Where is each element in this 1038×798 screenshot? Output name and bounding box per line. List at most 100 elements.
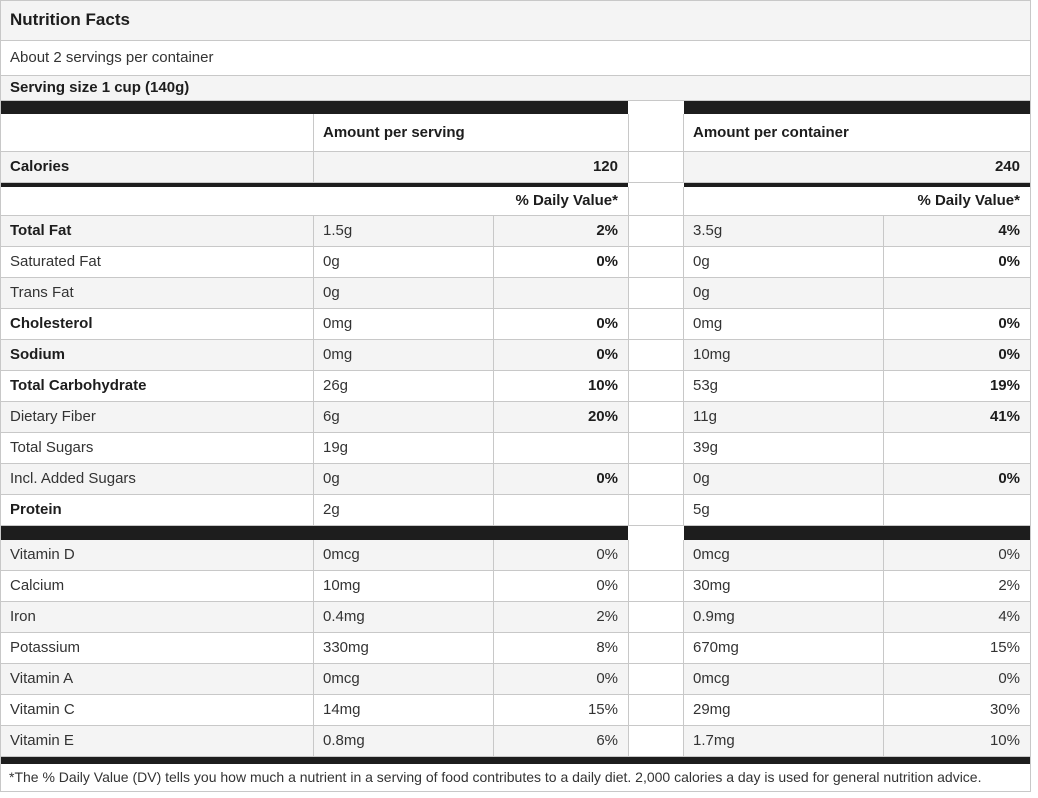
servings-per-container: About 2 servings per container [1,41,1030,76]
calories-separator-bar [1,183,1030,187]
calories-per-serving-value: 120 [592,158,618,175]
serving-amount-cell: 10mg [314,571,494,601]
container-dv-cell [884,278,1030,308]
serving-amount-cell: 6g [314,402,494,432]
serving-amount-cell: 14mg [314,695,494,725]
container-amount-cell: 0.9mg [684,602,884,632]
calories-per-container-value: 240 [994,158,1020,175]
container-dv-cell: 0% [998,670,1020,687]
amount-per-container-header: Amount per container [693,124,849,141]
calories-label: Calories [1,152,314,182]
nutrient-label: Cholesterol [1,309,314,339]
serving-dv-cell: 15% [587,701,618,718]
column-gap [628,152,684,182]
vitamin-row-vitamin-c: Vitamin C 14mg 15% 29mg 30% [1,695,1030,726]
serving-dv-cell: 0% [596,577,618,594]
container-dv-cell: 19% [989,377,1020,394]
serving-dv-cell: 8% [596,639,618,656]
column-gap [628,495,684,525]
nutrient-label: Incl. Added Sugars [1,464,314,494]
container-dv-cell: 0% [998,253,1020,270]
serving-amount-cell: 1.5g [314,216,494,246]
container-amount-cell: 0mcg [684,540,884,570]
vitamin-label: Vitamin A [1,664,314,694]
container-amount-cell: 0g [684,278,884,308]
column-gap [628,726,684,756]
separator-bar-left [1,101,628,114]
container-dv-cell: 0% [998,470,1020,487]
vitamin-row-vitamin-d: Vitamin D 0mcg 0% 0mcg 0% [1,540,1030,571]
container-dv-cell: 2% [998,577,1020,594]
container-amount-cell: 53g [684,371,884,401]
separator-bar-left [1,526,628,540]
vitamin-row-calcium: Calcium 10mg 0% 30mg 2% [1,571,1030,602]
column-gap [628,187,684,215]
column-gap [628,340,684,370]
serving-dv-cell: 2% [596,608,618,625]
serving-amount-cell: 0mcg [314,664,494,694]
serving-amount-cell: 330mg [314,633,494,663]
container-amount-cell: 1.7mg [684,726,884,756]
calories-row: Calories 120 240 [1,152,1030,183]
column-gap [628,278,684,308]
serving-dv-cell: 0% [596,315,618,332]
column-gap [628,602,684,632]
serving-dv-cell: 20% [587,408,618,425]
page-title: Nutrition Facts [1,1,1030,41]
nutrient-row-protein: Protein 2g 5g [1,495,1030,526]
nutrient-label: Total Carbohydrate [1,371,314,401]
serving-dv-cell: 2% [596,222,618,239]
vitamin-row-vitamin-a: Vitamin A 0mcg 0% 0mcg 0% [1,664,1030,695]
serving-amount-cell: 2g [314,495,494,525]
container-amount-cell: 29mg [684,695,884,725]
nutrient-row-total-fat: Total Fat 1.5g 2% 3.5g 4% [1,216,1030,247]
separator-bar-right [684,183,1030,187]
container-amount-cell: 39g [684,433,884,463]
serving-amount-cell: 0g [314,247,494,277]
nutrient-row-total-sugars: Total Sugars 19g 39g [1,433,1030,464]
container-dv-cell [884,433,1030,463]
serving-amount-cell: 0mg [314,309,494,339]
column-gap [628,309,684,339]
container-dv-cell: 41% [989,408,1020,425]
daily-value-header-row: % Daily Value* % Daily Value* [1,187,1030,216]
header-spacer [1,114,314,151]
vitamin-label: Vitamin C [1,695,314,725]
serving-amount-cell: 0g [314,278,494,308]
serving-amount-cell: 0mg [314,340,494,370]
container-dv-cell: 0% [998,546,1020,563]
serving-dv-cell: 0% [596,670,618,687]
separator-bar-right [684,526,1030,540]
nutrient-label: Protein [1,495,314,525]
separator-bar-right [684,101,1030,114]
container-amount-cell: 11g [684,402,884,432]
container-amount-cell: 0g [684,247,884,277]
nutrient-label: Trans Fat [1,278,314,308]
nutrient-row-trans-fat: Trans Fat 0g 0g [1,278,1030,309]
column-header-row: Amount per serving Amount per container [1,114,1030,152]
footnote: *The % Daily Value (DV) tells you how mu… [1,764,1030,792]
nutrient-row-added-sugars: Incl. Added Sugars 0g 0% 0g 0% [1,464,1030,495]
column-gap [628,216,684,246]
nutrient-row-total-carbohydrate: Total Carbohydrate 26g 10% 53g 19% [1,371,1030,402]
container-dv-cell [884,495,1030,525]
separator-bar [1,101,1030,114]
footnote-separator-bar [1,757,1030,764]
column-gap [628,402,684,432]
nutrient-label: Total Fat [1,216,314,246]
column-gap [628,183,684,187]
column-gap [628,633,684,663]
serving-amount-cell: 0.8mg [314,726,494,756]
serving-dv-cell [494,495,628,525]
vitamin-label: Vitamin D [1,540,314,570]
container-dv-cell: 30% [989,701,1020,718]
column-gap [628,247,684,277]
serving-amount-cell: 0g [314,464,494,494]
column-gap [628,101,684,114]
serving-amount-cell: 0mcg [314,540,494,570]
container-dv-cell: 4% [998,222,1020,239]
container-amount-cell: 0g [684,464,884,494]
container-amount-cell: 3.5g [684,216,884,246]
container-amount-cell: 10mg [684,340,884,370]
vitamin-label: Potassium [1,633,314,663]
